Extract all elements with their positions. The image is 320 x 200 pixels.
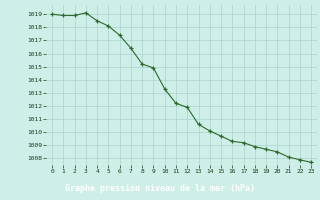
Text: Graphe pression niveau de la mer (hPa): Graphe pression niveau de la mer (hPa) bbox=[65, 184, 255, 193]
